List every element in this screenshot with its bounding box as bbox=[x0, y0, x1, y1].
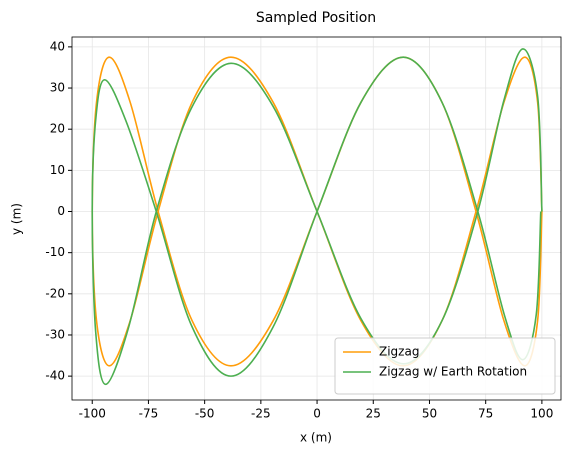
y-tick-label: -10 bbox=[45, 245, 65, 259]
x-tick-label: -25 bbox=[251, 407, 271, 421]
y-tick-label: 10 bbox=[50, 163, 65, 177]
x-tick-label: 75 bbox=[478, 407, 493, 421]
chart-title: Sampled Position bbox=[256, 10, 376, 26]
x-tick-label: -50 bbox=[195, 407, 215, 421]
y-tick-label: 30 bbox=[50, 81, 65, 95]
y-tick-label: -40 bbox=[45, 369, 65, 383]
x-axis-label: x (m) bbox=[300, 431, 332, 445]
y-tick-label: 0 bbox=[57, 204, 65, 218]
legend-box bbox=[334, 337, 556, 395]
x-tick-label: 25 bbox=[366, 407, 381, 421]
x-tick-label: 100 bbox=[530, 407, 553, 421]
legend-label: Zigzag w/ Earth Rotation bbox=[379, 365, 527, 379]
legend: Zigzag Zigzag w/ Earth Rotation bbox=[334, 337, 556, 395]
y-tick-label: -30 bbox=[45, 327, 65, 341]
plot-frame bbox=[71, 36, 562, 401]
x-tick-label: 0 bbox=[313, 407, 321, 421]
y-tick-label: -20 bbox=[45, 286, 65, 300]
x-tick-label: -100 bbox=[79, 407, 106, 421]
y-axis-label: y (m) bbox=[10, 203, 24, 235]
y-tick-label: 20 bbox=[50, 122, 65, 136]
legend-label: Zigzag bbox=[379, 345, 419, 359]
y-tick-label: 40 bbox=[50, 39, 65, 53]
x-tick-label: -75 bbox=[139, 407, 159, 421]
x-tick-label: 50 bbox=[422, 407, 437, 421]
